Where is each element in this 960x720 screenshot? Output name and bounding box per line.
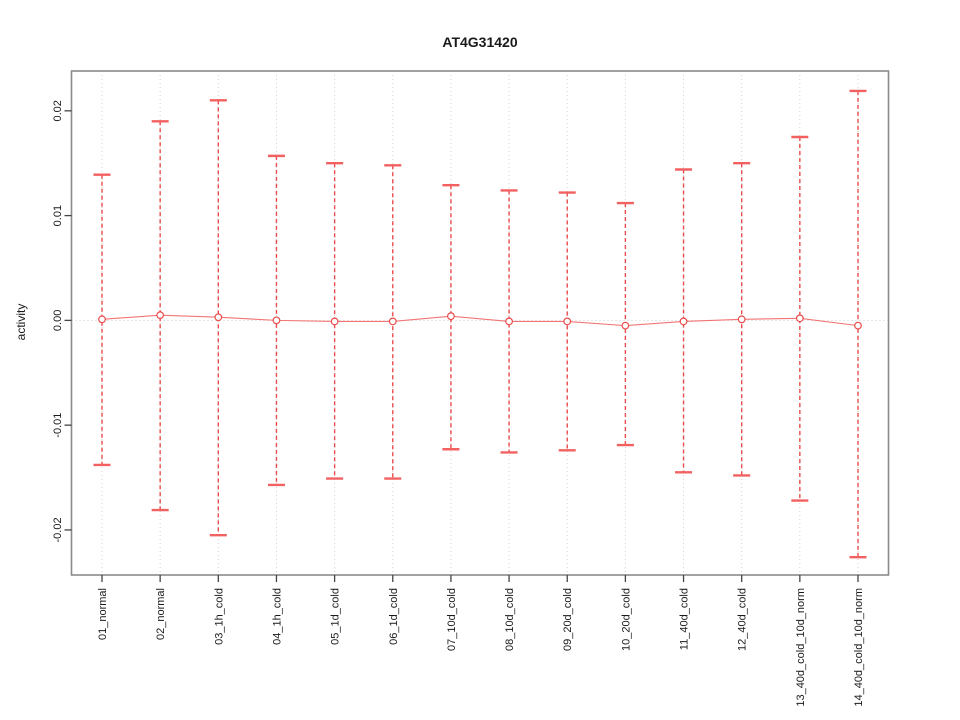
mean-point-marker xyxy=(447,312,455,321)
errorbar-group xyxy=(209,99,227,537)
mean-point-marker xyxy=(388,317,397,326)
errorbar-group xyxy=(675,168,693,474)
mean-point-marker xyxy=(214,313,223,322)
errorbar-group xyxy=(558,191,576,452)
mean-point-marker xyxy=(679,317,688,326)
x-tick-label: 04_1h_cold xyxy=(271,588,283,645)
errorbar-group xyxy=(791,135,809,502)
mean-point-marker xyxy=(563,317,572,326)
y-tick-label: -0.02 xyxy=(52,517,64,542)
errorbar-group xyxy=(151,120,169,512)
mean-line xyxy=(101,314,859,327)
y-tick-label: 0.01 xyxy=(52,205,64,226)
y-tick-label: 0.02 xyxy=(52,100,64,121)
errorbar-group xyxy=(500,189,518,454)
errorbar-group xyxy=(93,173,111,467)
x-tick-label: 02_normal xyxy=(155,588,167,640)
mean-point-marker xyxy=(621,321,630,330)
errorbar-group xyxy=(442,184,460,451)
x-tick-label: 14_40d_cold_10d_norm xyxy=(853,588,865,707)
errorbar-group xyxy=(733,162,751,477)
mean-point-marker xyxy=(795,314,804,323)
gridlines-layer xyxy=(71,71,889,575)
x-tick-label: 13_40d_cold_10d_norm xyxy=(795,588,807,707)
mean-point-marker xyxy=(272,316,281,325)
plot-frame-layer xyxy=(70,70,890,576)
mean-point-marker xyxy=(156,311,165,320)
x-tick-label: 07_10d_cold xyxy=(446,588,458,651)
plot-frame xyxy=(70,70,890,576)
mean-point-marker xyxy=(330,317,339,326)
y-tick-label: 0.00 xyxy=(52,310,64,331)
errorbar-group xyxy=(267,154,285,487)
x-tick-label: 09_20d_cold xyxy=(562,588,574,651)
axes-layer: -0.02 -0.01 0.00 0.01 0.02 01_normal 02_normal… xyxy=(52,100,865,707)
mean-point-marker xyxy=(505,317,513,326)
x-tick-label: 11_40d_cold xyxy=(679,588,691,650)
x-tick-label: 10_20d_cold xyxy=(620,588,632,651)
mean-point-marker xyxy=(854,321,862,330)
errorbar-group xyxy=(384,164,402,480)
x-tick-label: 06_1d_cold xyxy=(388,588,400,645)
x-tick-label: 05_1d_cold xyxy=(330,588,342,645)
x-tick-label: 08_10d_cold xyxy=(504,588,516,651)
errorbar-group xyxy=(849,89,867,559)
x-tick-label: 03_1h_cold xyxy=(213,588,225,645)
mean-point-marker xyxy=(737,315,746,324)
chart-title: AT4G31420 xyxy=(442,34,517,50)
series-layer xyxy=(93,89,867,559)
x-tick-label: 12_40d_cold xyxy=(737,588,749,651)
errorbar-group xyxy=(326,162,344,480)
y-axis-title: activity xyxy=(14,304,28,341)
errorbar-group xyxy=(616,201,634,447)
y-tick-label: -0.01 xyxy=(52,413,64,438)
mean-point-marker xyxy=(98,315,106,324)
x-tick-label: 01_normal xyxy=(97,588,109,640)
